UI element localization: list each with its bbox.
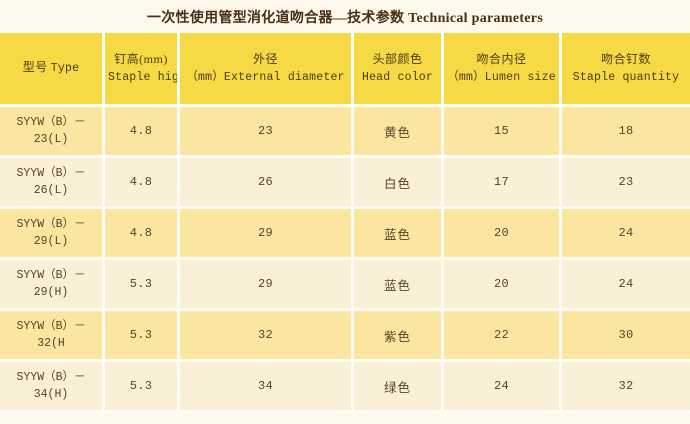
cell-lumen-size: 20 (444, 260, 562, 311)
cell-model: SYYW（B）－34(H) (0, 362, 105, 413)
column-header-type: 型号 Type (0, 33, 105, 107)
cell-staple-quantity: 32 (562, 362, 690, 413)
cell-lumen-size: 24 (444, 362, 562, 413)
cell-staple-quantity: 30 (562, 311, 690, 362)
column-header-staple-height: 钉高(mm) Staple hight (105, 33, 180, 107)
cell-external-diameter: 34 (180, 362, 354, 413)
cell-head-color: 黄色 (354, 107, 444, 158)
cell-staple-quantity: 24 (562, 260, 690, 311)
table-header: 型号 Type 钉高(mm) Staple hight 外径 （mm）Exter… (0, 33, 690, 107)
cell-model: SYYW（B）－32(H (0, 311, 105, 362)
cell-lumen-size: 17 (444, 158, 562, 209)
cell-model: SYYW（B）－23(L) (0, 107, 105, 158)
column-header-external-diameter-en: （mm）External diameter (186, 70, 345, 84)
cell-model: SYYW（B）－26(L) (0, 158, 105, 209)
cell-model: SYYW（B）－29(H) (0, 260, 105, 311)
column-header-lumen-size-en: （mm）Lumen size (447, 70, 556, 84)
column-header-staple-quantity-cn: 吻合钉数 (600, 52, 651, 67)
table-row: SYYW（B）－29(L) 4.8 29 蓝色 20 24 (0, 209, 690, 260)
column-header-type-en: Type (50, 62, 80, 76)
column-header-head-color: 头部颜色 Head color (354, 33, 444, 107)
column-header-staple-quantity-en: Staple quantity (572, 70, 680, 84)
column-header-lumen-size: 吻合内径 （mm）Lumen size (444, 33, 562, 107)
cell-staple-height: 5.3 (105, 362, 180, 413)
table-row: SYYW（B）－34(H) 5.3 34 绿色 24 32 (0, 362, 690, 413)
cell-staple-height: 4.8 (105, 107, 180, 158)
technical-parameters-table: 型号 Type 钉高(mm) Staple hight 外径 （mm）Exter… (0, 33, 690, 413)
table-header-row: 型号 Type 钉高(mm) Staple hight 外径 （mm）Exter… (0, 33, 690, 107)
cell-lumen-size: 15 (444, 107, 562, 158)
column-header-staple-height-en: Staple hight (108, 70, 180, 84)
cell-staple-quantity: 23 (562, 158, 690, 209)
cell-staple-height: 4.8 (105, 158, 180, 209)
cell-lumen-size: 22 (444, 311, 562, 362)
cell-staple-height: 5.3 (105, 260, 180, 311)
page-title-bar: 一次性使用管型消化道吻合器—技术参数 Technical parameters (0, 0, 690, 33)
column-header-type-cn: 型号 (22, 60, 48, 75)
cell-model: SYYW（B）－29(L) (0, 209, 105, 260)
cell-head-color: 白色 (354, 158, 444, 209)
cell-external-diameter: 32 (180, 311, 354, 362)
table-row: SYYW（B）－29(H) 5.3 29 蓝色 20 24 (0, 260, 690, 311)
table-row: SYYW（B）－32(H 5.3 32 紫色 22 30 (0, 311, 690, 362)
table-body: SYYW（B）－23(L) 4.8 23 黄色 15 18 SYYW（B）－26… (0, 107, 690, 413)
cell-external-diameter: 23 (180, 107, 354, 158)
column-header-staple-height-cn: 钉高(mm) (114, 52, 168, 67)
page-title: 一次性使用管型消化道吻合器—技术参数 Technical parameters (146, 10, 544, 26)
cell-head-color: 绿色 (354, 362, 444, 413)
column-header-head-color-en: Head color (361, 70, 433, 84)
cell-head-color: 蓝色 (354, 260, 444, 311)
column-header-head-color-cn: 头部颜色 (372, 52, 423, 67)
column-header-lumen-size-cn: 吻合内径 (476, 52, 527, 67)
column-header-staple-quantity: 吻合钉数 Staple quantity (562, 33, 690, 107)
cell-external-diameter: 29 (180, 260, 354, 311)
cell-head-color: 紫色 (354, 311, 444, 362)
cell-head-color: 蓝色 (354, 209, 444, 260)
cell-external-diameter: 26 (180, 158, 354, 209)
table-row: SYYW（B）－26(L) 4.8 26 白色 17 23 (0, 158, 690, 209)
cell-external-diameter: 29 (180, 209, 354, 260)
cell-staple-quantity: 18 (562, 107, 690, 158)
column-header-external-diameter: 外径 （mm）External diameter (180, 33, 354, 107)
cell-staple-height: 5.3 (105, 311, 180, 362)
table-row: SYYW（B）－23(L) 4.8 23 黄色 15 18 (0, 107, 690, 158)
column-header-external-diameter-cn: 外径 (252, 52, 278, 67)
cell-staple-height: 4.8 (105, 209, 180, 260)
cell-lumen-size: 20 (444, 209, 562, 260)
cell-staple-quantity: 24 (562, 209, 690, 260)
